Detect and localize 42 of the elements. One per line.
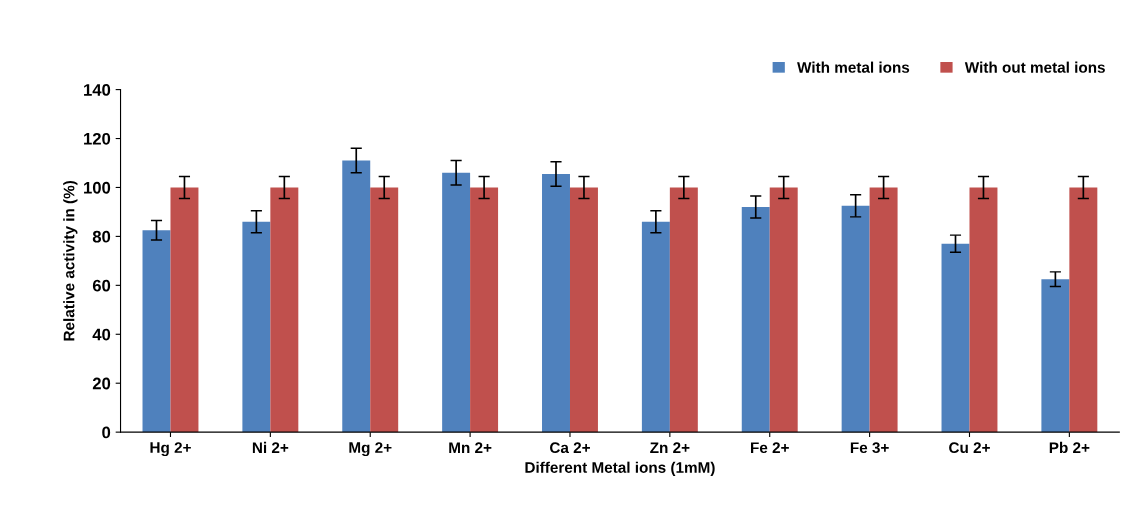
x-tick-label: Pb 2+ xyxy=(1049,441,1090,454)
x-tick-label: Ni 2+ xyxy=(252,441,289,453)
bar xyxy=(1069,187,1098,433)
bar xyxy=(270,187,299,433)
x-tick-label: Hg 2+ xyxy=(150,442,191,457)
bar xyxy=(370,187,399,433)
bar xyxy=(442,172,471,433)
y-tick-label: 140 xyxy=(84,83,111,96)
bar xyxy=(769,187,798,433)
bar xyxy=(669,187,698,433)
x-tick-label: Fe 3+ xyxy=(850,442,889,454)
bar xyxy=(941,243,970,433)
x-tick-label: Fe 2+ xyxy=(751,442,789,454)
y-tick-label: 40 xyxy=(92,328,111,341)
y-tick-label: 20 xyxy=(92,377,111,390)
y-axis-title: Relative activity in (%) xyxy=(63,180,78,341)
bar xyxy=(1041,279,1070,433)
x-axis-title: Different Metal ions (1mM) xyxy=(525,461,715,476)
bar xyxy=(741,207,770,433)
x-tick-label: Mn 2+ xyxy=(449,442,492,453)
bar xyxy=(641,221,670,433)
y-tick-label: 80 xyxy=(92,230,111,243)
x-tick-label: Ca 2+ xyxy=(550,442,590,454)
bar xyxy=(841,205,870,433)
x-tick-label: Mg 2+ xyxy=(349,442,392,457)
bar xyxy=(569,187,598,433)
y-tick-label: 100 xyxy=(84,181,111,194)
x-tick-label: Cu 2+ xyxy=(949,442,990,454)
y-tick-label: 60 xyxy=(92,279,111,292)
bar xyxy=(142,230,171,433)
bar xyxy=(470,187,499,433)
legend-label: With metal ions xyxy=(797,61,910,73)
bar xyxy=(242,221,271,433)
y-tick-label: 0 xyxy=(102,426,111,439)
bar xyxy=(542,174,570,433)
bar xyxy=(869,187,898,433)
bar xyxy=(969,187,998,433)
bar xyxy=(170,187,199,433)
y-tick-label: 120 xyxy=(84,132,111,145)
bar xyxy=(342,160,371,433)
legend-label: With out metal ions xyxy=(964,61,1105,73)
x-tick-label: Zn 2+ xyxy=(650,442,690,453)
